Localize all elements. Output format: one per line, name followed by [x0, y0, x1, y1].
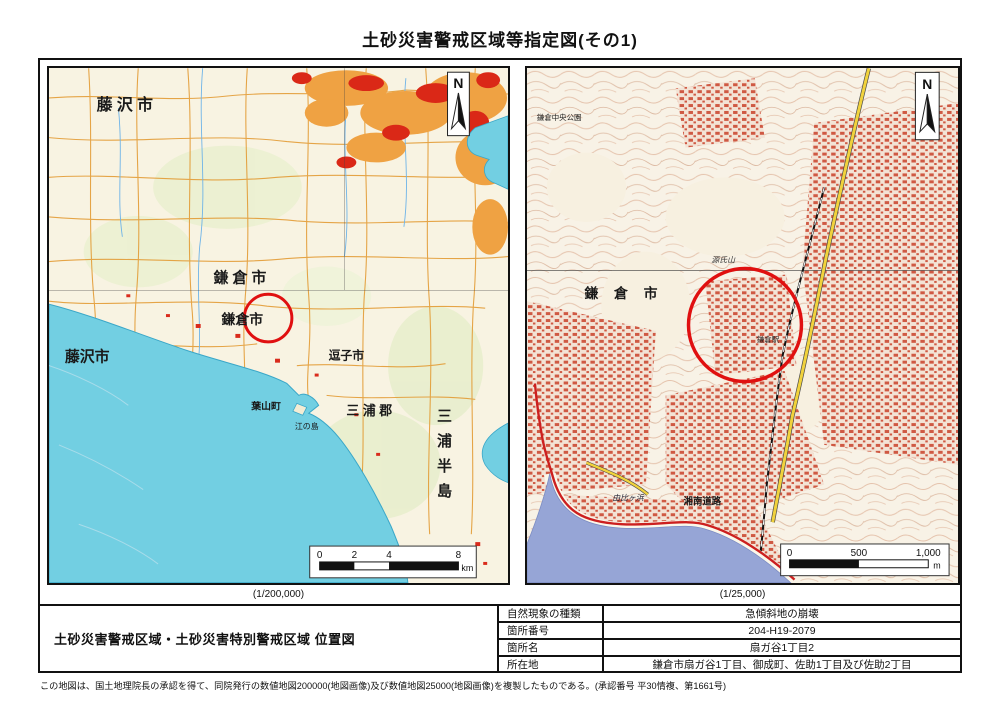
row-label: 箇所名	[499, 640, 604, 655]
svg-text:N: N	[922, 76, 932, 92]
svg-text:500: 500	[851, 548, 868, 559]
label-kamakura-north: 鎌 倉 市	[213, 268, 267, 286]
info-table: 自然現象の種類 急傾斜地の崩壊 箇所番号 204-H19-2079 箇所名 扇ガ…	[497, 606, 960, 672]
scale-bar: 0 2 4 8 km	[309, 545, 477, 579]
location-circle-marker	[686, 266, 804, 384]
label-shonan-road: 湘南道路	[684, 495, 722, 506]
label-enoshima: 江の島	[295, 421, 319, 431]
detail-map: 鎌 倉 市 源氏山 鎌倉駅 湘南道路 由比ヶ浜 鎌倉中央公園 N 0 500	[525, 66, 960, 585]
table-row: 箇所番号 204-H19-2079	[499, 623, 960, 640]
regional-map-canvas: 藤 沢 市 鎌 倉 市 鎌倉市 藤沢市 逗子市 三 浦 郡 葉山町 江の島 N	[49, 68, 508, 583]
main-roads	[585, 68, 871, 523]
svg-text:8: 8	[456, 550, 462, 561]
label-miura-hanto: 三浦半島	[435, 408, 452, 508]
detail-map-canvas: 鎌 倉 市 源氏山 鎌倉駅 湘南道路 由比ヶ浜 鎌倉中央公園 N 0 500	[527, 68, 958, 583]
svg-text:m: m	[933, 561, 940, 571]
detail-map-scale-note: (1/25,000)	[719, 589, 766, 600]
page-title: 土砂災害警戒区域等指定図(その1)	[362, 31, 638, 50]
row-label: 箇所番号	[499, 623, 604, 638]
svg-text:0: 0	[317, 550, 323, 561]
row-value: 扇ガ谷1丁目2	[749, 642, 815, 654]
scale-bar: 0 500 1,000 m	[780, 543, 950, 577]
north-arrow-icon: N	[914, 71, 940, 141]
label-fujisawa-south: 藤沢市	[65, 348, 110, 366]
urban-areas	[291, 70, 508, 255]
label-genjiyama: 源氏山	[711, 256, 736, 265]
label-fujisawa-north: 藤 沢 市	[97, 95, 154, 114]
label-hayama: 葉山町	[250, 399, 281, 412]
label-chuo-park: 鎌倉中央公園	[537, 112, 582, 122]
svg-text:km: km	[461, 563, 473, 573]
coast-road	[533, 383, 796, 581]
svg-text:1,000: 1,000	[916, 548, 941, 559]
label-miura-gun: 三 浦 郡	[346, 403, 392, 418]
regional-map-scale-note: (1/200,000)	[252, 589, 305, 600]
label-kamakura-city: 鎌 倉 市	[583, 285, 663, 301]
svg-text:4: 4	[386, 550, 392, 561]
label-kamakura-station: 鎌倉駅	[757, 334, 780, 344]
table-row: 箇所名 扇ガ谷1丁目2	[499, 640, 960, 657]
row-value: 急傾斜地の崩壊	[745, 608, 819, 620]
label-zushi: 逗子市	[329, 349, 365, 363]
railway-line	[757, 187, 826, 569]
table-divider	[38, 604, 962, 606]
svg-text:2: 2	[352, 550, 358, 561]
ocean	[49, 115, 508, 583]
location-circle-marker	[242, 292, 294, 344]
svg-text:N: N	[453, 75, 463, 91]
row-value: 鎌倉市扇ガ谷1丁目、御成町、佐助1丁目及び佐助2丁目	[652, 659, 912, 671]
row-value: 204-H19-2079	[748, 624, 816, 637]
approval-footnote: この地図は、国土地理院長の承認を得て、同院発行の数値地図200000(地図画像)…	[40, 681, 727, 691]
row-label: 自然現象の種類	[499, 606, 604, 621]
table-row: 所在地 鎌倉市扇ガ谷1丁目、御成町、佐助1丁目及び佐助2丁目	[499, 657, 960, 672]
hill-tints	[83, 145, 484, 520]
row-label: 所在地	[499, 657, 604, 672]
north-arrow-icon: N	[447, 71, 470, 137]
regional-map: 藤 沢 市 鎌 倉 市 鎌倉市 藤沢市 逗子市 三 浦 郡 葉山町 江の島 N	[47, 66, 510, 585]
svg-text:0: 0	[787, 548, 793, 559]
map-caption-cell: 土砂災害警戒区域・土砂災害特別警戒区域 位置図	[54, 632, 356, 647]
bay-water	[527, 473, 792, 583]
label-yuigahama: 由比ヶ浜	[612, 493, 645, 502]
table-row: 自然現象の種類 急傾斜地の崩壊	[499, 606, 960, 623]
label-kamakura-center: 鎌倉市	[220, 311, 263, 327]
grid-lines	[49, 68, 508, 291]
